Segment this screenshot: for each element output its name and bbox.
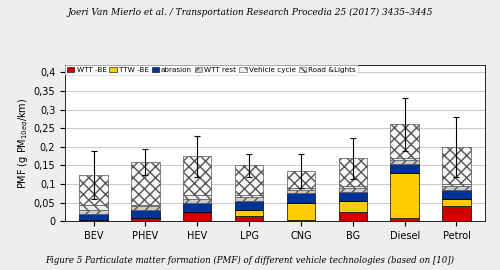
- Bar: [183, 203, 212, 212]
- Bar: [286, 188, 315, 190]
- Bar: [390, 218, 419, 221]
- Bar: [183, 212, 212, 221]
- Bar: [235, 197, 264, 201]
- Bar: [338, 192, 367, 201]
- Bar: [442, 184, 470, 186]
- Bar: [390, 160, 419, 164]
- Bar: [235, 166, 264, 195]
- Bar: [286, 203, 315, 220]
- Bar: [390, 158, 419, 160]
- Bar: [131, 207, 160, 210]
- Bar: [338, 186, 367, 188]
- Bar: [442, 199, 470, 207]
- Bar: [338, 212, 367, 221]
- Bar: [183, 199, 212, 203]
- Bar: [390, 164, 419, 173]
- Bar: [80, 210, 108, 214]
- Text: Joeri Van Mierlo et al. / Transportation Research Procedia 25 (2017) 3435–3445: Joeri Van Mierlo et al. / Transportation…: [67, 8, 433, 17]
- Bar: [183, 156, 212, 195]
- Bar: [338, 188, 367, 192]
- Legend: WTT -BE, TTW -BE, abrasion, WTT rest, Vehicle cycle, Road &Lights: WTT -BE, TTW -BE, abrasion, WTT rest, Ve…: [65, 65, 358, 75]
- Bar: [80, 220, 108, 221]
- Bar: [183, 195, 212, 199]
- Bar: [131, 218, 160, 221]
- Bar: [235, 210, 264, 216]
- Bar: [286, 190, 315, 193]
- Bar: [131, 162, 160, 205]
- Bar: [286, 171, 315, 188]
- Bar: [80, 214, 108, 220]
- Bar: [131, 210, 160, 218]
- Bar: [338, 158, 367, 186]
- Bar: [442, 186, 470, 190]
- Bar: [235, 201, 264, 210]
- Bar: [80, 175, 108, 205]
- Bar: [442, 190, 470, 199]
- Bar: [286, 193, 315, 203]
- Bar: [442, 207, 470, 221]
- Bar: [338, 201, 367, 212]
- Y-axis label: PMF (g PM$_{10eq}$/km): PMF (g PM$_{10eq}$/km): [16, 97, 31, 189]
- Bar: [80, 205, 108, 210]
- Text: Figure 5 Particulate matter formation (PMF) of different vehicle technologies (b: Figure 5 Particulate matter formation (P…: [46, 255, 455, 265]
- Bar: [235, 216, 264, 221]
- Bar: [442, 147, 470, 184]
- Bar: [390, 173, 419, 218]
- Bar: [235, 195, 264, 197]
- Bar: [286, 220, 315, 221]
- Bar: [390, 124, 419, 158]
- Bar: [131, 205, 160, 207]
